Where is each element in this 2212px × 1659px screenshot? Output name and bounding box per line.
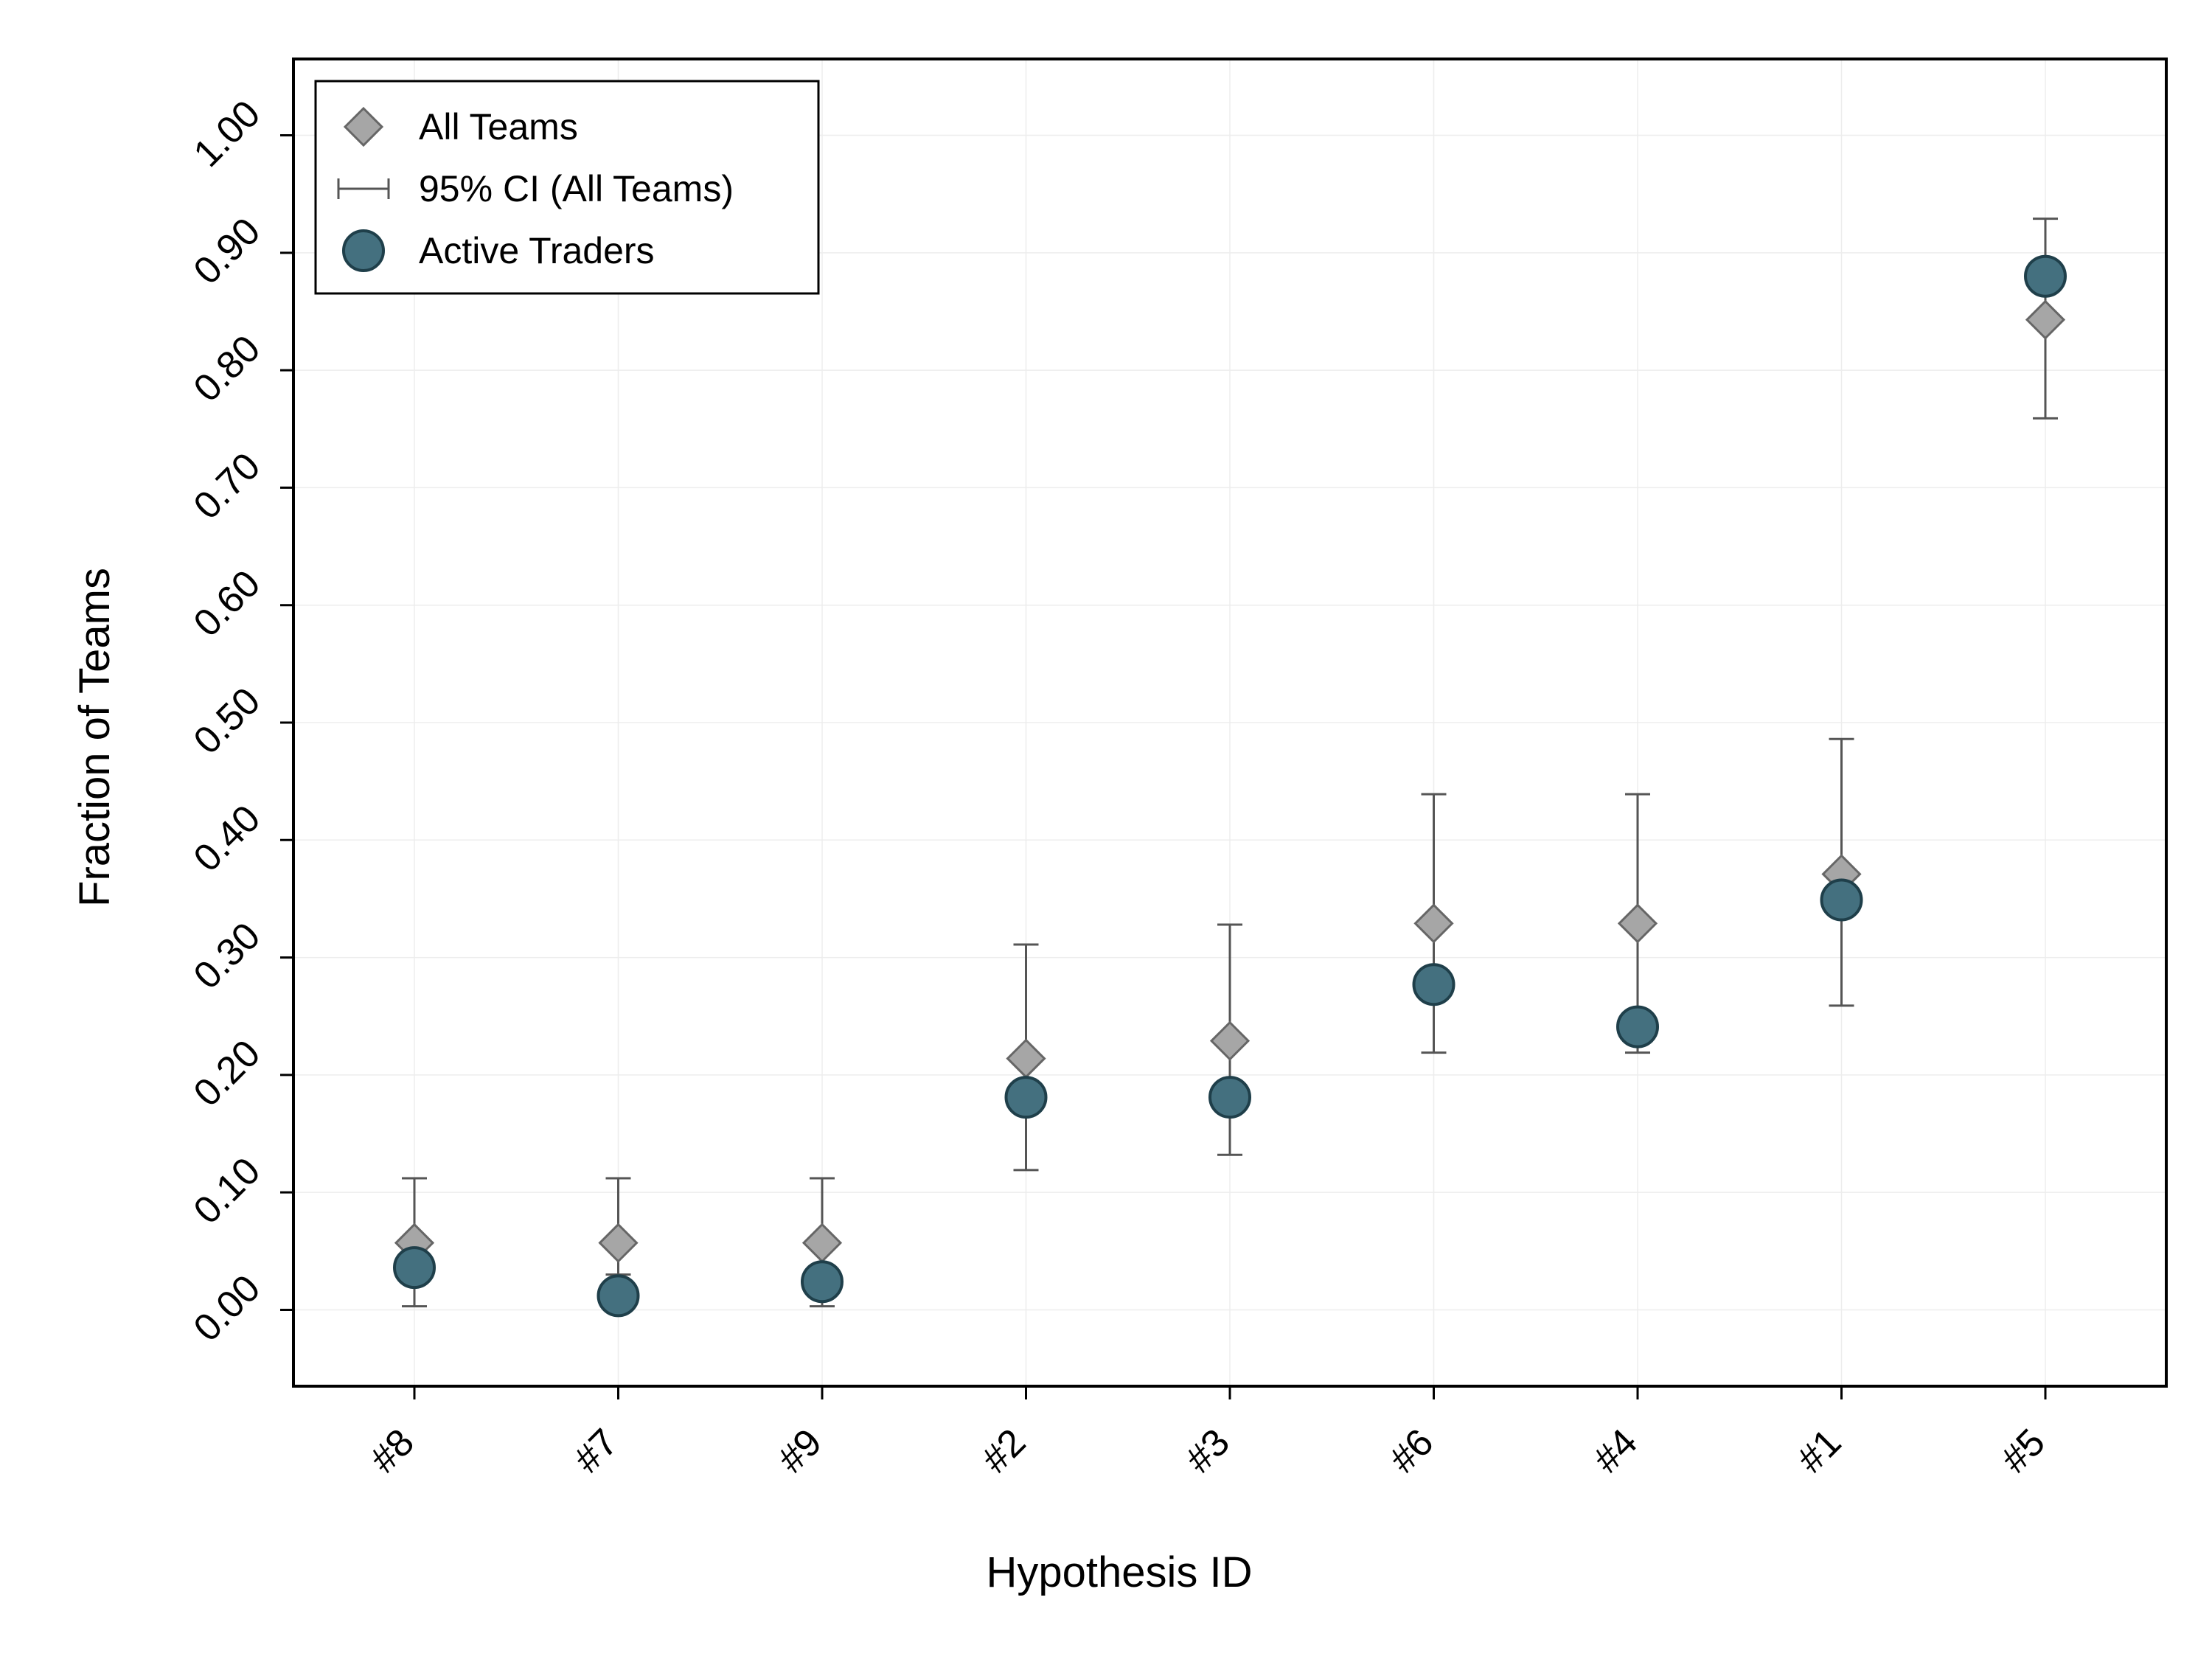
legend-label-active-traders: Active Traders (419, 230, 655, 271)
y-axis-ticks: 0.00 0.10 0.20 0.30 0.40 0.50 0.60 0.70 0.80 0.90… (186, 92, 293, 1350)
y-tick-label: 0.80 (186, 327, 269, 411)
y-tick-label: 0.70 (186, 445, 269, 528)
legend-label-ci: 95% CI (All Teams) (419, 168, 734, 209)
legend-label-all-teams: All Teams (419, 106, 578, 147)
all-teams-point (1413, 903, 1454, 944)
x-tick-label: #3 (1178, 1421, 1238, 1481)
y-tick-label: 0.10 (186, 1150, 269, 1233)
legend-box (314, 80, 820, 295)
x-tick-label: #5 (1993, 1421, 2053, 1481)
active-traders-point (393, 1246, 436, 1290)
active-traders-point (1820, 878, 1863, 922)
active-traders-point (1616, 1005, 1659, 1048)
y-tick-label: 1.00 (186, 92, 269, 175)
y-tick-label: 0.30 (186, 914, 269, 998)
all-teams-point (1006, 1038, 1046, 1079)
legend-all-teams-diamond-icon (343, 106, 384, 147)
y-tick-label: 0.40 (186, 797, 269, 880)
legend-ci-icon (337, 178, 390, 199)
x-tick-label: #4 (1585, 1421, 1646, 1481)
all-teams-point (2025, 299, 2066, 340)
active-traders-point (1208, 1076, 1251, 1119)
y-tick-label: 0.20 (186, 1032, 269, 1116)
active-traders-point (2024, 254, 2067, 298)
y-tick-label: 0.90 (186, 210, 269, 293)
x-tick-label: #8 (362, 1421, 422, 1481)
all-teams-point (1209, 1020, 1251, 1061)
active-traders-point (597, 1274, 640, 1318)
legend: All Teams 95% CI (All Teams) Active Trad… (314, 80, 820, 295)
active-traders-markers (393, 254, 2067, 1318)
y-axis-title: Fraction of Teams (71, 568, 119, 907)
x-axis-ticks: #8 #7 #9 #2 #3 #6 #4 #1 #5 (362, 1386, 2053, 1481)
active-traders-point (1412, 963, 1455, 1006)
x-tick-label: #6 (1382, 1421, 1442, 1481)
all-teams-point (598, 1222, 639, 1263)
x-tick-label: #1 (1790, 1421, 1850, 1481)
x-tick-label: #2 (974, 1421, 1034, 1481)
y-tick-label: 0.00 (186, 1267, 269, 1350)
y-tick-label: 0.50 (186, 680, 269, 763)
x-axis-title: Hypothesis ID (986, 1548, 1252, 1596)
all-teams-point (801, 1222, 843, 1263)
x-tick-label: #7 (566, 1421, 627, 1481)
active-traders-point (1004, 1076, 1048, 1119)
x-tick-label: #9 (770, 1421, 830, 1481)
legend-active-traders-circle-icon (342, 229, 385, 272)
active-traders-point (801, 1260, 844, 1304)
all-teams-point (1617, 903, 1658, 944)
y-tick-label: 0.60 (186, 562, 269, 645)
